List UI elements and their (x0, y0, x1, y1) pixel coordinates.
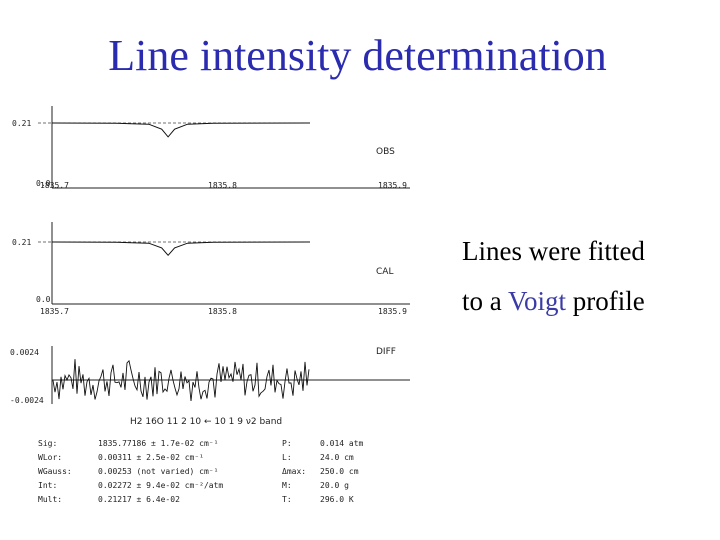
obs-x-tick-3: 1835.9 (378, 181, 407, 190)
fit-row-1-k2: L: (282, 453, 292, 462)
fit-row-1-v2: 24.0 cm (320, 453, 354, 462)
cal-panel: 0.21 0.0 1835.7 1835.8 1835.9 CAL (12, 222, 410, 316)
fit-row-4-v2: 296.0 K (320, 495, 354, 504)
diff-panel: 0.0024 -0.0024 DIFF (10, 346, 410, 405)
caption-pre: to a (462, 286, 508, 316)
obs-series-line (51, 122, 311, 138)
fit-row-1-v1: 0.00311 ± 2.5e-02 cm⁻¹ (98, 453, 204, 462)
fit-row-1-k1: WLor: (38, 453, 62, 462)
fit-row-3-k1: Int: (38, 481, 57, 490)
fit-row-4-v1: 0.21217 ± 6.4e-02 (98, 495, 180, 504)
cal-x-tick-3: 1835.9 (378, 307, 407, 316)
fit-row-3-v1: 0.02272 ± 9.4e-02 cm⁻²/atm (98, 481, 223, 490)
band-label: H2 16O 11 2 10 ← 10 1 9 ν2 band (130, 417, 282, 427)
fit-row-2-v1: 0.00253 (not varied) cm⁻¹ (98, 467, 218, 476)
fit-row-0-k2: P: (282, 439, 292, 448)
fit-row-2-v2: 250.0 cm (320, 467, 359, 476)
diff-residual-line (52, 359, 310, 402)
fit-row-4-k1: Mult: (38, 495, 62, 504)
fit-row-3-k2: M: (282, 481, 292, 490)
cal-x-tick-2: 1835.8 (208, 307, 237, 316)
fit-row-2-k1: WGauss: (38, 467, 72, 476)
fit-row-0-k1: Sig: (38, 439, 57, 448)
obs-panel-label: OBS (376, 147, 395, 157)
fit-row-4-k2: T: (282, 495, 292, 504)
obs-x-tick-2: 1835.8 (208, 181, 237, 190)
cal-y-tick-top: 0.21 (12, 238, 31, 247)
caption-line-2: to a Voigt profile (462, 286, 645, 317)
cal-series-line (51, 241, 311, 257)
spectrum-fit-figure: 0.21 0.0 1835.7 1835.8 1835.9 OBS 0.21 0… (10, 106, 410, 504)
fit-row-3-v2: 20.0 g (320, 481, 349, 490)
caption-highlight-voigt: Voigt (508, 286, 567, 316)
obs-y-tick-top: 0.21 (12, 119, 31, 128)
obs-panel: 0.21 0.0 1835.7 1835.8 1835.9 OBS (12, 106, 410, 190)
fit-row-0-v1: 1835.77186 ± 1.7e-02 cm⁻¹ (98, 439, 218, 448)
fit-row-0-v2: 0.014 atm (320, 439, 364, 448)
slide-title: Line intensity determination (108, 31, 607, 80)
diff-panel-label: DIFF (376, 347, 396, 357)
diff-y-tick-top: 0.0024 (10, 348, 39, 357)
cal-y-tick-bottom: 0.0 (36, 295, 51, 304)
cal-panel-label: CAL (376, 267, 393, 277)
obs-y-tick-bottom: 0.0 (36, 179, 51, 188)
obs-x-tick-1: 1835.7 (40, 181, 69, 190)
caption-post: profile (566, 286, 645, 316)
caption-line-1: Lines were fitted (462, 236, 645, 266)
cal-x-tick-1: 1835.7 (40, 307, 69, 316)
fit-row-2-k2: Δmax: (282, 467, 306, 476)
fit-results-table: Sig: 1835.77186 ± 1.7e-02 cm⁻¹ P: 0.014 atm… (38, 439, 364, 504)
diff-y-tick-bottom: -0.0024 (10, 396, 44, 405)
